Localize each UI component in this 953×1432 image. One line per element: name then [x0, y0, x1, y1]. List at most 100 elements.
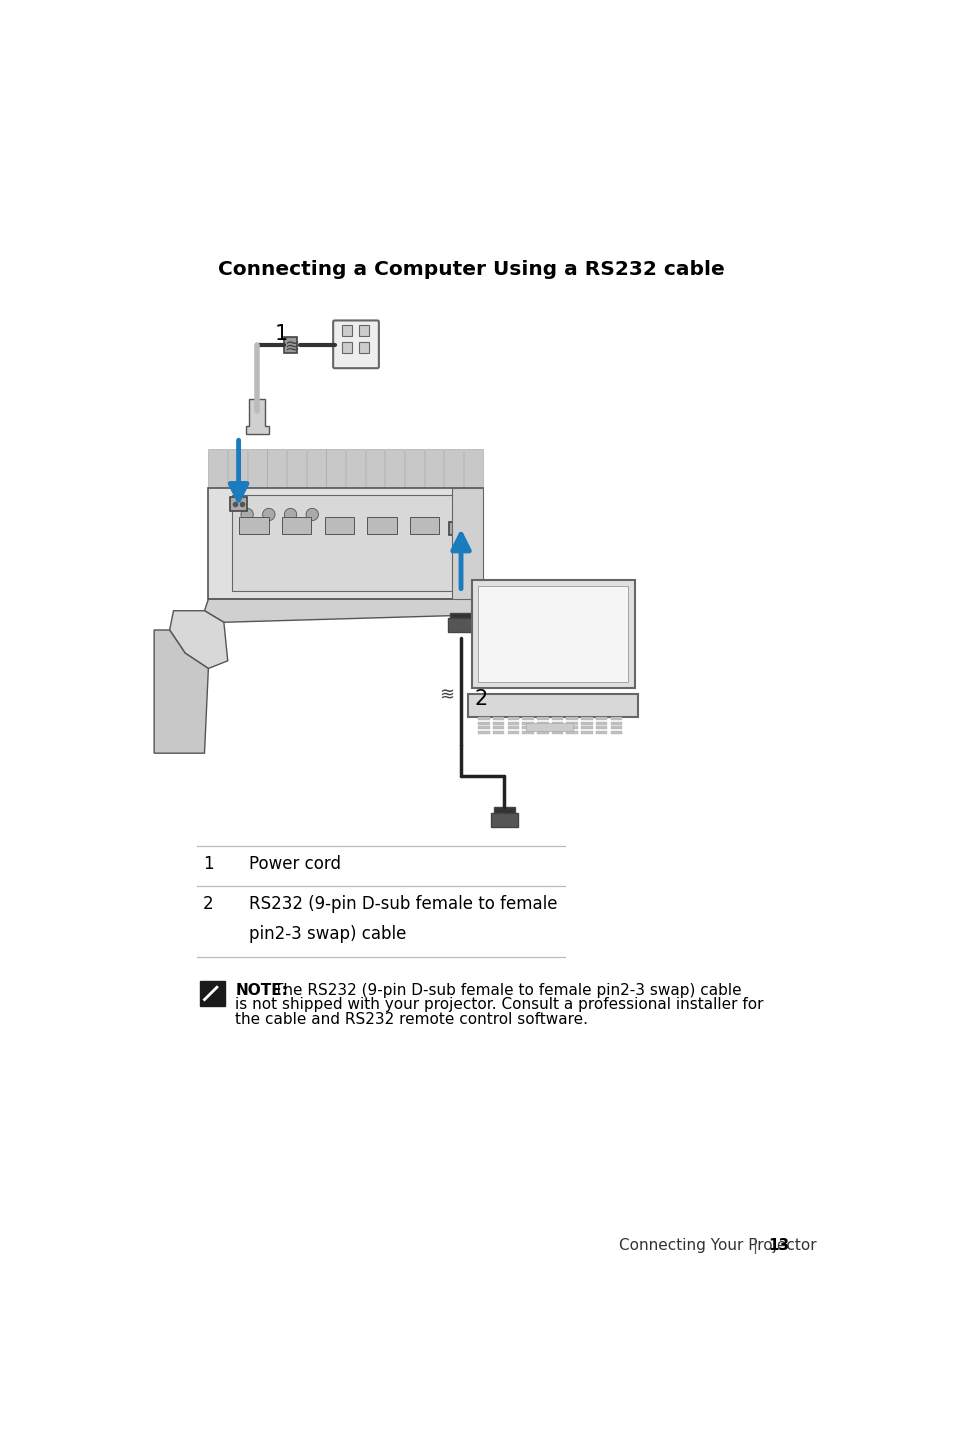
Bar	[525, 723, 572, 730]
Bar	[199, 981, 224, 1005]
Bar	[463, 450, 482, 491]
Text: 2: 2	[203, 895, 213, 912]
Bar	[424, 450, 443, 491]
Bar	[228, 450, 247, 491]
Bar	[493, 722, 504, 725]
Bar	[448, 523, 472, 534]
Bar	[267, 450, 286, 491]
Bar	[610, 730, 621, 735]
Text: 2: 2	[475, 689, 488, 709]
Bar	[410, 517, 439, 534]
Bar	[282, 517, 311, 534]
Bar	[346, 450, 364, 491]
Text: NOTE:: NOTE:	[235, 982, 288, 998]
Bar	[566, 730, 578, 735]
Bar	[477, 717, 489, 720]
Text: the cable and RS232 remote control software.: the cable and RS232 remote control softw…	[235, 1012, 588, 1027]
Bar	[521, 726, 534, 729]
Bar	[326, 450, 345, 491]
Bar	[404, 450, 423, 491]
Text: |: |	[751, 1239, 757, 1254]
Bar	[342, 325, 352, 337]
Bar	[477, 722, 489, 725]
Bar	[521, 722, 534, 725]
Text: 1: 1	[203, 855, 213, 874]
Bar	[230, 497, 247, 511]
Bar	[537, 730, 548, 735]
Bar	[507, 717, 518, 720]
Polygon shape	[154, 630, 208, 753]
Bar	[521, 717, 534, 720]
Text: Connecting a Computer Using a RS232 cable: Connecting a Computer Using a RS232 cabl…	[217, 261, 723, 279]
Bar	[208, 450, 227, 491]
Bar	[477, 730, 489, 735]
Bar	[551, 726, 562, 729]
Bar	[447, 619, 474, 633]
Circle shape	[241, 508, 253, 521]
Text: ≋: ≋	[439, 686, 455, 705]
Bar	[359, 325, 369, 337]
Circle shape	[306, 508, 318, 521]
Bar	[580, 726, 592, 729]
Polygon shape	[204, 599, 487, 623]
Bar	[450, 613, 472, 623]
Bar	[596, 730, 607, 735]
Bar	[566, 717, 578, 720]
Bar	[324, 517, 354, 534]
Bar	[610, 726, 621, 729]
Bar	[580, 717, 592, 720]
Bar	[477, 586, 628, 682]
Bar	[537, 717, 548, 720]
Bar	[610, 717, 621, 720]
Circle shape	[262, 508, 274, 521]
Text: is not shipped with your projector. Consult a professional installer for: is not shipped with your projector. Cons…	[235, 997, 763, 1012]
Text: Connecting Your Projector: Connecting Your Projector	[618, 1239, 816, 1253]
Bar	[596, 717, 607, 720]
Bar	[507, 726, 518, 729]
Bar	[537, 722, 548, 725]
Circle shape	[284, 508, 296, 521]
Bar	[507, 730, 518, 735]
Bar	[551, 717, 562, 720]
Bar	[444, 450, 462, 491]
Bar	[248, 450, 266, 491]
Bar	[479, 705, 626, 710]
Bar	[551, 730, 562, 735]
Bar	[491, 813, 517, 828]
Bar	[239, 517, 269, 534]
Bar	[580, 722, 592, 725]
Text: ≋: ≋	[284, 338, 299, 357]
Bar	[566, 726, 578, 729]
Bar	[472, 580, 634, 687]
Bar	[610, 722, 621, 725]
Bar	[342, 342, 352, 352]
Bar	[596, 726, 607, 729]
Bar	[493, 726, 504, 729]
Bar	[537, 726, 548, 729]
Bar	[521, 730, 534, 735]
Bar	[385, 450, 404, 491]
Bar	[359, 342, 369, 352]
Bar	[306, 450, 325, 491]
Bar	[580, 730, 592, 735]
Bar	[283, 338, 297, 352]
Bar	[493, 717, 504, 720]
Text: 13: 13	[768, 1239, 789, 1253]
Bar	[551, 722, 562, 725]
Bar	[287, 450, 306, 491]
Bar	[596, 722, 607, 725]
Bar	[493, 808, 515, 815]
Text: RS232 (9-pin D-sub female to female
pin2-3 swap) cable: RS232 (9-pin D-sub female to female pin2…	[249, 895, 558, 944]
Text: Power cord: Power cord	[249, 855, 341, 874]
Text: 1: 1	[274, 324, 287, 344]
Bar	[477, 726, 489, 729]
Bar	[232, 495, 459, 591]
Text: The RS232 (9-pin D-sub female to female pin2-3 swap) cable: The RS232 (9-pin D-sub female to female …	[274, 982, 741, 998]
Bar	[208, 487, 483, 599]
Polygon shape	[170, 610, 228, 669]
Bar	[566, 722, 578, 725]
Bar	[452, 487, 483, 599]
FancyBboxPatch shape	[333, 321, 378, 368]
Bar	[493, 730, 504, 735]
Bar	[507, 722, 518, 725]
